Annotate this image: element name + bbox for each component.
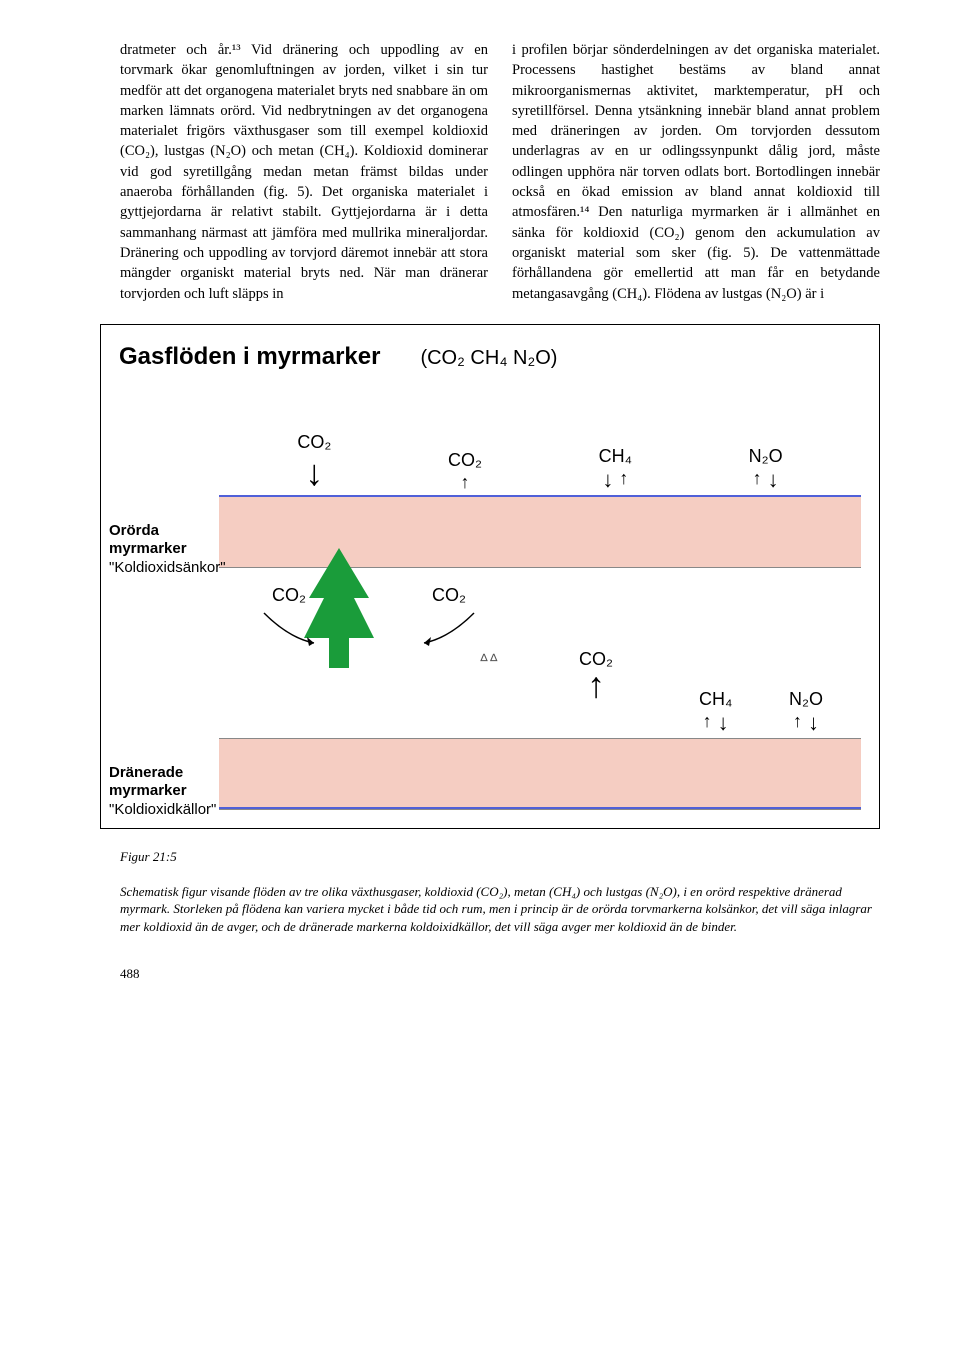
column-right: i profilen börjar sönderdelningen av det… <box>512 40 880 304</box>
gas-label: CO₂ <box>579 649 613 670</box>
gas-label: CH₄ <box>699 689 732 710</box>
page-number: 488 <box>120 966 880 982</box>
arrow-curve-icon <box>259 608 319 648</box>
gas-co2-drained: CO₂ ↓ <box>579 649 613 708</box>
panel2-gas-row: ᐞᐞ CO₂ CO₂ CO₂ ↓ CH₄ ↑ <box>219 598 861 738</box>
gas-ch4: CH₄ ↓ ↑ <box>599 446 632 491</box>
arrow-up-icon: ↑ <box>460 473 469 491</box>
gas-label: CO₂ <box>272 585 306 606</box>
gas-co2-sink: CO₂ ↓ <box>297 432 331 491</box>
paragraph-right: i profilen börjar sönderdelningen av det… <box>512 42 880 302</box>
figure-title: Gasflöden i myrmarker <box>119 343 380 371</box>
paragraph-left: dratmeter och år.¹³ Vid dränering och up… <box>120 42 488 302</box>
figure-formula: (CO₂ CH₄ N₂O) <box>420 347 557 370</box>
gas-label: CO₂ <box>448 450 482 471</box>
panel2-label-2: myrmarker <box>109 782 209 801</box>
panel1-label-1: Orörda <box>109 522 209 541</box>
gas-co2-emit: CO₂ ↑ <box>448 450 482 491</box>
figure-title-row: Gasflöden i myrmarker (CO₂ CH₄ N₂O) <box>119 343 861 371</box>
arrow-up-icon: ↑ <box>753 469 762 491</box>
panel2-labels: Dränerade myrmarker "Koldioxidkällor" <box>109 764 209 820</box>
arrow-up-icon: ↑ <box>703 712 712 734</box>
figure-caption: Figur 21:5 Schematisk figur visande flöd… <box>120 849 880 936</box>
arrow-up-icon: ↑ <box>619 469 628 491</box>
panel1-label-2: myrmarker <box>109 540 209 559</box>
arrow-curve-icon <box>419 608 479 648</box>
gas-ch4-drained: CH₄ ↑ ↓ <box>699 689 732 734</box>
grass-icon: ᐞᐞ <box>479 651 499 672</box>
panel1-labels: Orörda myrmarker "Koldioxidsänkor" <box>109 522 209 578</box>
gas-label: N₂O <box>789 689 823 710</box>
gas-n2o-drained: N₂O ↑ ↓ <box>789 689 823 734</box>
gas-n2o: N₂O ↑ ↓ <box>749 446 783 491</box>
gas-label: CO₂ <box>297 432 331 453</box>
arrow-down-icon: ↓ <box>768 469 779 491</box>
gas-co2-tree-1: CO₂ <box>259 585 319 648</box>
gas-label: N₂O <box>749 446 783 467</box>
arrow-down-icon: ↓ <box>602 469 613 491</box>
panel-drained: Dränerade myrmarker "Koldioxidkällor" ᐞᐞ… <box>219 598 861 810</box>
arrow-up-icon: ↓ <box>587 672 605 708</box>
caption-title: Figur 21:5 <box>120 849 880 865</box>
panel2-label-1: Dränerade <box>109 764 209 783</box>
body-text-columns: dratmeter och år.¹³ Vid dränering och up… <box>120 40 880 304</box>
arrow-down-icon: ↓ <box>718 712 729 734</box>
gas-label: CH₄ <box>599 446 632 467</box>
panel1-gas-row: CO₂ ↓ CO₂ ↑ CH₄ ↓ ↑ N₂O ↑ <box>219 401 861 495</box>
soil-layer-drained <box>219 738 861 810</box>
column-left: dratmeter och år.¹³ Vid dränering och up… <box>120 40 488 304</box>
figure-box: Gasflöden i myrmarker (CO₂ CH₄ N₂O) Orör… <box>100 324 880 829</box>
panel-undisturbed: Orörda myrmarker "Koldioxidsänkor" CO₂ ↓… <box>219 401 861 568</box>
caption-body: Schematisk figur visande flöden av tre o… <box>120 883 880 936</box>
panel2-label-3: "Koldioxidkällor" <box>109 801 209 820</box>
panel1-label-3: "Koldioxidsänkor" <box>109 559 209 578</box>
arrow-down-icon: ↓ <box>808 712 819 734</box>
arrow-down-icon: ↓ <box>305 455 323 491</box>
gas-label: CO₂ <box>432 585 466 606</box>
gas-co2-tree-2: CO₂ <box>419 585 479 648</box>
arrow-up-icon: ↑ <box>793 712 802 734</box>
